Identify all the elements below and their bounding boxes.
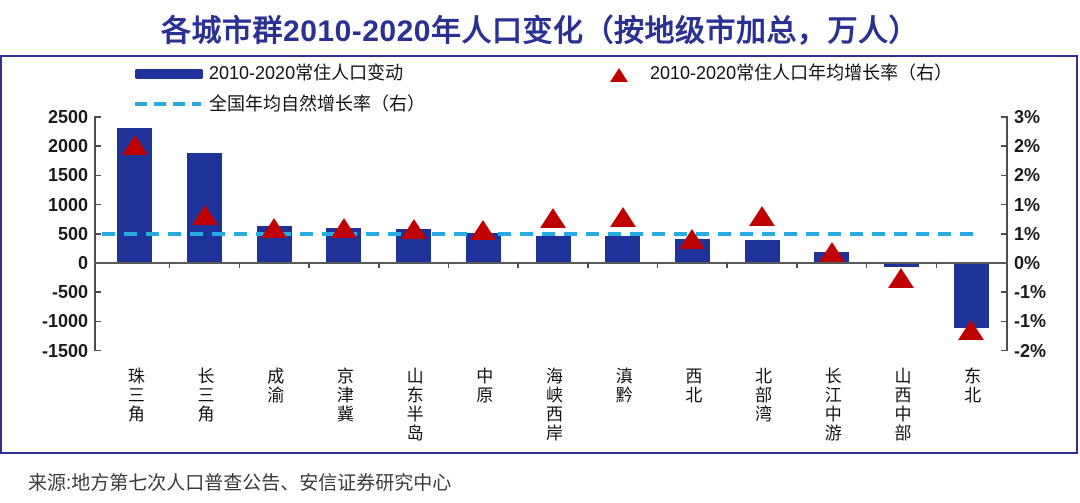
x-axis-tick [447,263,450,268]
source-note: 来源:地方第七次人口普查公告、安信证券研究中心 [28,473,452,494]
chart-frame: 2010-2020常住人口变动 2010-2020常住人口年均增长率（右） 全国… [0,55,1078,454]
right-axis-tick [1001,291,1008,293]
growth-rate-marker-海峡西岸 [540,208,566,229]
bar-滇黔 [605,236,641,263]
left-axis-tick [94,320,101,323]
growth-rate-marker-东北 [958,319,985,340]
x-axis-tick [587,263,589,268]
right-axis-tick-label: -1% [1014,282,1047,303]
right-axis-tick-label: 1% [1014,194,1041,215]
x-axis-tick [308,263,310,268]
chart-title: 各城市群2010-2020年人口变化（按地级市加总，万人） [161,14,919,48]
national-average-dashed-line [102,231,982,236]
category-label-京津冀: 京津冀 [333,367,353,424]
left-axis-tick [94,116,101,118]
right-axis-tick [1001,349,1008,352]
category-label-东北: 东北 [961,367,981,405]
category-label-西北: 西北 [682,367,702,405]
bar-山西中部 [883,263,919,267]
left-axis-tick [94,203,101,206]
left-axis-tick [94,145,101,147]
right-axis-tick [1001,203,1008,206]
legend-dashed-line-icon [135,102,201,106]
bar-海峡西岸 [535,235,571,263]
right-axis-tick [1001,174,1008,177]
x-axis-tick [517,263,519,268]
growth-rate-marker-京津冀 [330,218,357,239]
right-axis-tick-label: -2% [1014,340,1047,361]
legend-triangle-label: 2010-2020常住人口年均增长率（右） [650,63,953,83]
category-label-中原: 中原 [473,367,493,405]
right-axis-tick [1001,145,1008,147]
growth-rate-marker-成渝 [261,218,288,239]
bar-北部湾 [744,239,780,263]
x-axis-tick [238,263,241,268]
left-axis-tick-label: 0 [77,253,88,273]
legend-dashed-label: 全国年均自然增长率（右） [209,94,425,114]
category-label-滇黔: 滇黔 [612,367,632,405]
x-axis-zero-line [94,262,1008,264]
growth-rate-marker-长江中游 [818,241,845,262]
right-axis-tick-label: 0% [1014,253,1041,273]
growth-rate-marker-滇黔 [609,207,636,228]
left-axis-tick-label: 1000 [47,194,88,215]
growth-rate-marker-中原 [470,220,497,241]
right-axis-tick-label: -1% [1014,311,1047,332]
x-axis-tick [656,263,659,268]
right-axis-tick-label: 2% [1014,165,1041,186]
x-axis-tick [726,263,728,268]
x-axis-tick [378,263,380,268]
bar-东北 [953,263,989,329]
growth-rate-marker-珠三角 [121,135,148,156]
x-axis-tick [865,263,868,268]
left-axis-tick [94,349,101,352]
growth-rate-marker-西北 [679,229,706,250]
legend-triangle-icon [610,68,628,82]
category-label-山东半岛: 山东半岛 [403,367,423,443]
category-label-海峡西岸: 海峡西岸 [543,367,562,443]
right-axis-tick-label: 1% [1014,223,1041,244]
legend-bar-label: 2010-2020常住人口变动 [209,63,404,83]
left-axis-tick-label: 2000 [47,136,88,157]
x-axis-tick [168,263,171,268]
left-axis-tick [94,291,101,293]
left-axis-tick-label: 2500 [47,107,88,127]
category-label-长三角: 长三角 [194,367,214,424]
right-axis-tick [1001,116,1008,118]
growth-rate-marker-北部湾 [749,206,776,227]
category-label-山西中部: 山西中部 [891,367,911,443]
left-axis-tick-label: 1500 [47,165,88,186]
left-axis-tick [94,233,101,235]
left-axis-tick-label: -1000 [41,311,88,332]
right-axis-tick-label: 2% [1014,136,1041,157]
category-label-长江中游: 长江中游 [821,367,841,443]
category-label-成渝: 成渝 [264,367,284,405]
growth-rate-marker-长三角 [191,205,218,226]
category-label-北部湾: 北部湾 [752,367,772,424]
title-row: 各城市群2010-2020年人口变化（按地级市加总，万人） [0,0,1080,55]
left-axis-tick [94,174,101,177]
right-axis-tick [1001,320,1008,323]
right-axis-tick-label: 3% [1014,107,1041,127]
legend-bar-swatch-icon [135,69,203,79]
category-label-珠三角: 珠三角 [124,367,144,424]
left-axis-tick-label: 500 [57,223,88,244]
x-axis-tick [796,263,798,268]
growth-rate-marker-山东半岛 [400,219,427,240]
left-axis-tick-label: -1500 [41,340,88,361]
x-axis-tick [935,263,938,268]
right-axis-tick [1001,233,1008,235]
growth-rate-marker-山西中部 [888,268,915,289]
left-axis-tick-label: -500 [51,282,88,303]
